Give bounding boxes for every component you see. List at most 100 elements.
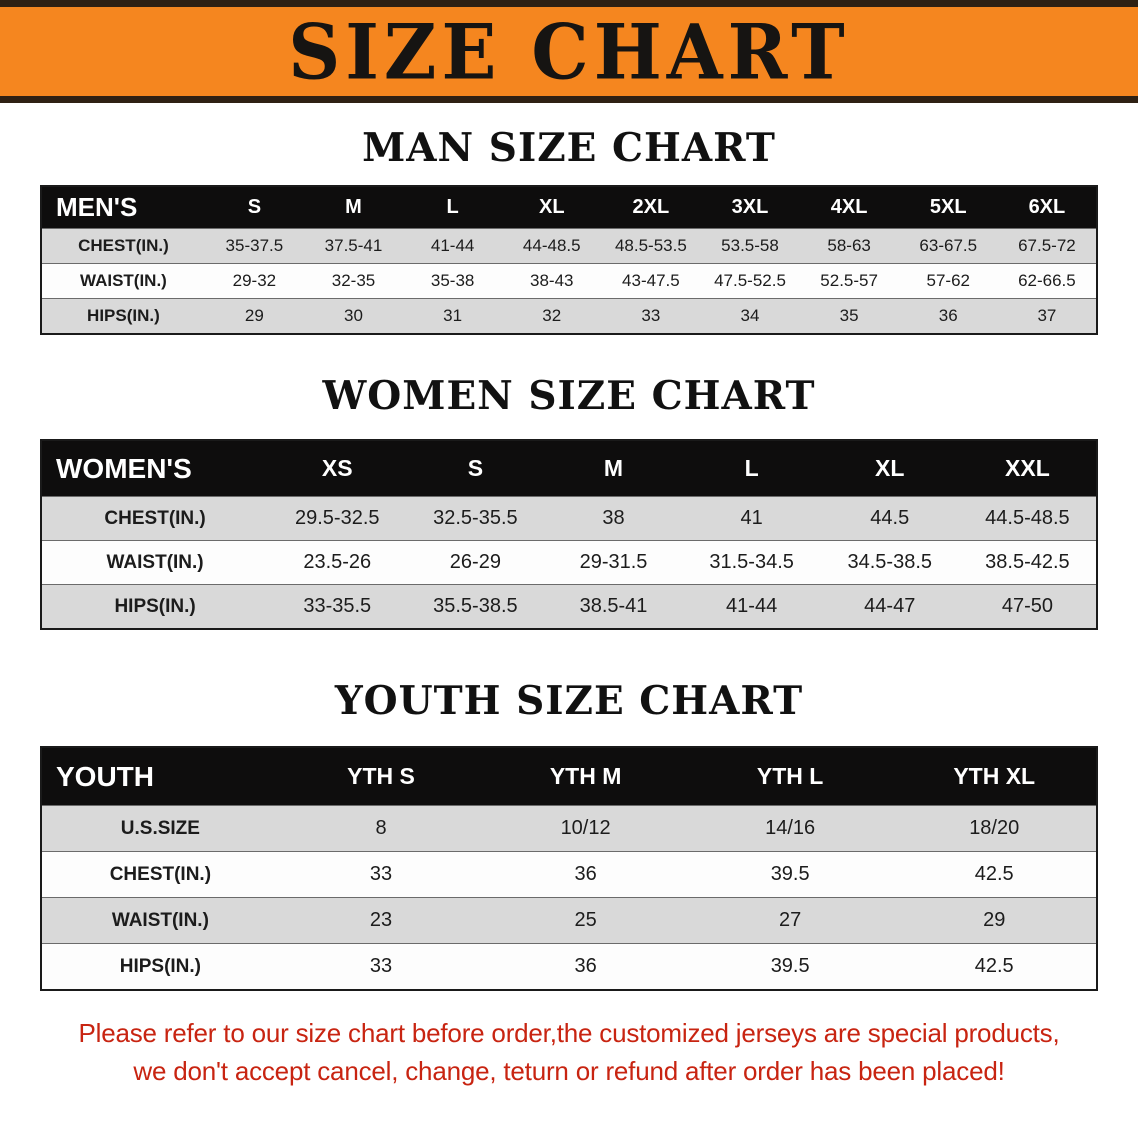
size-value-cell: 53.5-58: [700, 228, 800, 264]
table-row: CHEST(IN.) 29.5-32.5 32.5-35.5 38 41 44.5 44.5…: [41, 496, 1097, 541]
youth-table-wrap: YOUTH YTH S YTH M YTH L YTH XL U.S.SIZE 8 10/12…: [0, 746, 1138, 991]
mens-table-wrap: MEN'S S M L XL 2XL 3XL 4XL 5XL 6XL CHEST(IN.) 35-37…: [0, 185, 1138, 335]
size-value-cell: 37: [997, 298, 1097, 334]
man-size-chart-heading: MAN SIZE CHART: [362, 125, 776, 171]
size-value-cell: 67.5-72: [997, 228, 1097, 264]
table-title-cell: YOUTH: [56, 760, 154, 792]
column-header-cell: S: [467, 455, 484, 481]
size-value-cell: 38.5-41: [544, 584, 683, 629]
youth-size-table: YOUTH YTH S YTH M YTH L YTH XL U.S.SIZE 8 10/12…: [40, 746, 1098, 991]
mens-size-table: MEN'S S M L XL 2XL 3XL 4XL 5XL 6XL CHEST(IN.) 35-37…: [40, 185, 1098, 335]
size-value-cell: 32-35: [303, 263, 404, 299]
banner-title: SIZE CHART: [288, 6, 850, 96]
womens-table-wrap: WOMEN'S XS S M L XL XXL CHEST(IN.) 29.5-32.5 32.5…: [0, 439, 1138, 630]
table-row: HIPS(IN.) 33 36 39.5 42.5: [41, 943, 1097, 990]
table-row: HIPS(IN.) 33-35.5 35.5-38.5 38.5-41 41-44 44-…: [41, 584, 1097, 629]
column-header-cell: M: [345, 196, 362, 218]
size-value-cell: 44-48.5: [502, 228, 602, 264]
column-header-cell: M: [603, 455, 624, 481]
footer-disclaimer-line1: Please refer to our size chart before or…: [78, 1018, 1060, 1048]
size-value-cell: 32: [502, 298, 602, 334]
size-value-cell: 33: [278, 851, 484, 898]
row-label-cell: HIPS(IN.): [41, 943, 279, 990]
women-size-chart-heading: WOMEN SIZE CHART: [322, 373, 816, 419]
size-value-cell: 36: [483, 943, 688, 990]
size-value-cell: 47.5-52.5: [700, 263, 800, 299]
column-header-cell: S: [247, 196, 262, 218]
table-row: WAIST(IN.) 23 25 27 29: [41, 897, 1097, 944]
column-header-cell: YTH M: [549, 763, 622, 789]
row-label-cell: WAIST(IN.): [41, 540, 269, 585]
size-value-cell: 8: [278, 805, 484, 852]
size-value-cell: 33: [601, 298, 701, 334]
size-value-cell: 33: [278, 943, 484, 990]
column-header-cell: L: [446, 196, 459, 218]
size-value-cell: 42.5: [892, 943, 1097, 990]
size-chart-banner: SIZE CHART: [0, 0, 1138, 103]
column-header-cell: YTH L: [756, 763, 824, 789]
row-label-cell: HIPS(IN.): [41, 298, 205, 334]
table-row: U.S.SIZE 8 10/12 14/16 18/20: [41, 805, 1097, 852]
row-label-cell: U.S.SIZE: [41, 805, 279, 852]
footer-disclaimer-line2: we don't accept cancel, change, teturn o…: [133, 1055, 1005, 1086]
row-label-cell: WAIST(IN.): [41, 897, 279, 944]
column-header-cell: 5XL: [929, 196, 967, 218]
size-value-cell: 39.5: [687, 851, 893, 898]
size-value-cell: 18/20: [892, 805, 1097, 852]
column-header-cell: YTH S: [347, 763, 415, 789]
size-value-cell: 42.5: [892, 851, 1097, 898]
column-header-cell: YTH XL: [953, 763, 1036, 789]
row-label-cell: CHEST(IN.): [41, 228, 205, 264]
column-header-cell: XS: [321, 455, 353, 481]
column-header-cell: 2XL: [632, 196, 670, 218]
size-value-cell: 41: [682, 496, 821, 541]
size-value-cell: 29: [892, 897, 1097, 944]
column-header-cell: XXL: [1005, 455, 1050, 481]
size-value-cell: 38-43: [502, 263, 602, 299]
size-value-cell: 35-38: [403, 263, 503, 299]
size-value-cell: 29.5-32.5: [268, 496, 407, 541]
table-title-cell: WOMEN'S: [56, 452, 192, 484]
size-value-cell: 29: [204, 298, 304, 334]
size-value-cell: 63-67.5: [898, 228, 998, 264]
column-header-cell: XL: [875, 455, 905, 481]
size-value-cell: 41-44: [403, 228, 503, 264]
size-value-cell: 37.5-41: [303, 228, 404, 264]
size-value-cell: 25: [483, 897, 688, 944]
table-row: HIPS(IN.) 29 30 31 32 33 34 35 36 37: [41, 298, 1097, 334]
size-value-cell: 44.5: [820, 496, 959, 541]
size-value-cell: 52.5-57: [799, 263, 899, 299]
size-value-cell: 58-63: [799, 228, 899, 264]
size-value-cell: 44.5-48.5: [958, 496, 1097, 541]
size-value-cell: 47-50: [958, 584, 1097, 629]
size-value-cell: 26-29: [406, 540, 545, 585]
size-value-cell: 34.5-38.5: [820, 540, 959, 585]
size-value-cell: 10/12: [483, 805, 688, 852]
table-header-row: YOUTH YTH S YTH M YTH L YTH XL: [41, 747, 1097, 806]
youth-size-chart-heading: YOUTH SIZE CHART: [334, 678, 804, 724]
column-header-cell: XL: [538, 196, 565, 218]
row-label-cell: WAIST(IN.): [41, 263, 205, 299]
size-value-cell: 36: [483, 851, 688, 898]
table-row: WAIST(IN.) 29-32 32-35 35-38 38-43 43-47.5 47.…: [41, 263, 1097, 299]
size-value-cell: 23: [278, 897, 484, 944]
size-value-cell: 30: [303, 298, 404, 334]
table-header-row: WOMEN'S XS S M L XL XXL: [41, 440, 1097, 497]
size-value-cell: 48.5-53.5: [601, 228, 701, 264]
table-row: CHEST(IN.) 33 36 39.5 42.5: [41, 851, 1097, 898]
size-value-cell: 41-44: [682, 584, 821, 629]
size-value-cell: 38.5-42.5: [958, 540, 1097, 585]
size-value-cell: 32.5-35.5: [406, 496, 545, 541]
size-value-cell: 31.5-34.5: [682, 540, 821, 585]
row-label-cell: CHEST(IN.): [41, 851, 279, 898]
table-row: WAIST(IN.) 23.5-26 26-29 29-31.5 31.5-34.5 34…: [41, 540, 1097, 585]
column-header-cell: 4XL: [830, 196, 868, 218]
size-value-cell: 36: [898, 298, 998, 334]
size-value-cell: 27: [687, 897, 893, 944]
row-label-cell: CHEST(IN.): [41, 496, 269, 541]
column-header-cell: L: [744, 455, 759, 481]
size-value-cell: 31: [403, 298, 503, 334]
size-value-cell: 33-35.5: [268, 584, 407, 629]
size-value-cell: 14/16: [687, 805, 893, 852]
